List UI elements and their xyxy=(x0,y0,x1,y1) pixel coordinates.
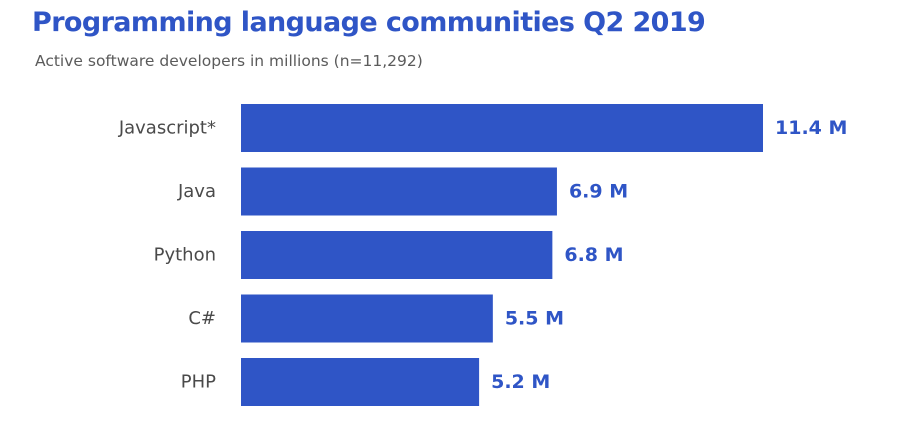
bar-3 xyxy=(241,294,493,343)
value-label-1: 6.9 M xyxy=(569,181,628,203)
chart-subtitle: Active software developers in millions (… xyxy=(35,52,423,70)
category-label-1: Java xyxy=(177,181,216,202)
bar-0 xyxy=(241,104,763,152)
bar-1 xyxy=(241,167,557,216)
value-label-4: 5.2 M xyxy=(491,371,550,393)
value-label-2: 6.8 M xyxy=(564,244,623,266)
value-label-0: 11.4 M xyxy=(775,117,847,139)
category-label-4: PHP xyxy=(181,372,216,393)
category-label-3: C# xyxy=(188,308,216,329)
value-label-3: 5.5 M xyxy=(505,308,564,330)
bar-4 xyxy=(241,358,480,406)
category-label-0: Javascript* xyxy=(118,118,216,139)
bar-2 xyxy=(241,231,553,279)
category-label-2: Python xyxy=(154,245,216,266)
chart-title: Programming language communities Q2 2019 xyxy=(32,7,706,38)
